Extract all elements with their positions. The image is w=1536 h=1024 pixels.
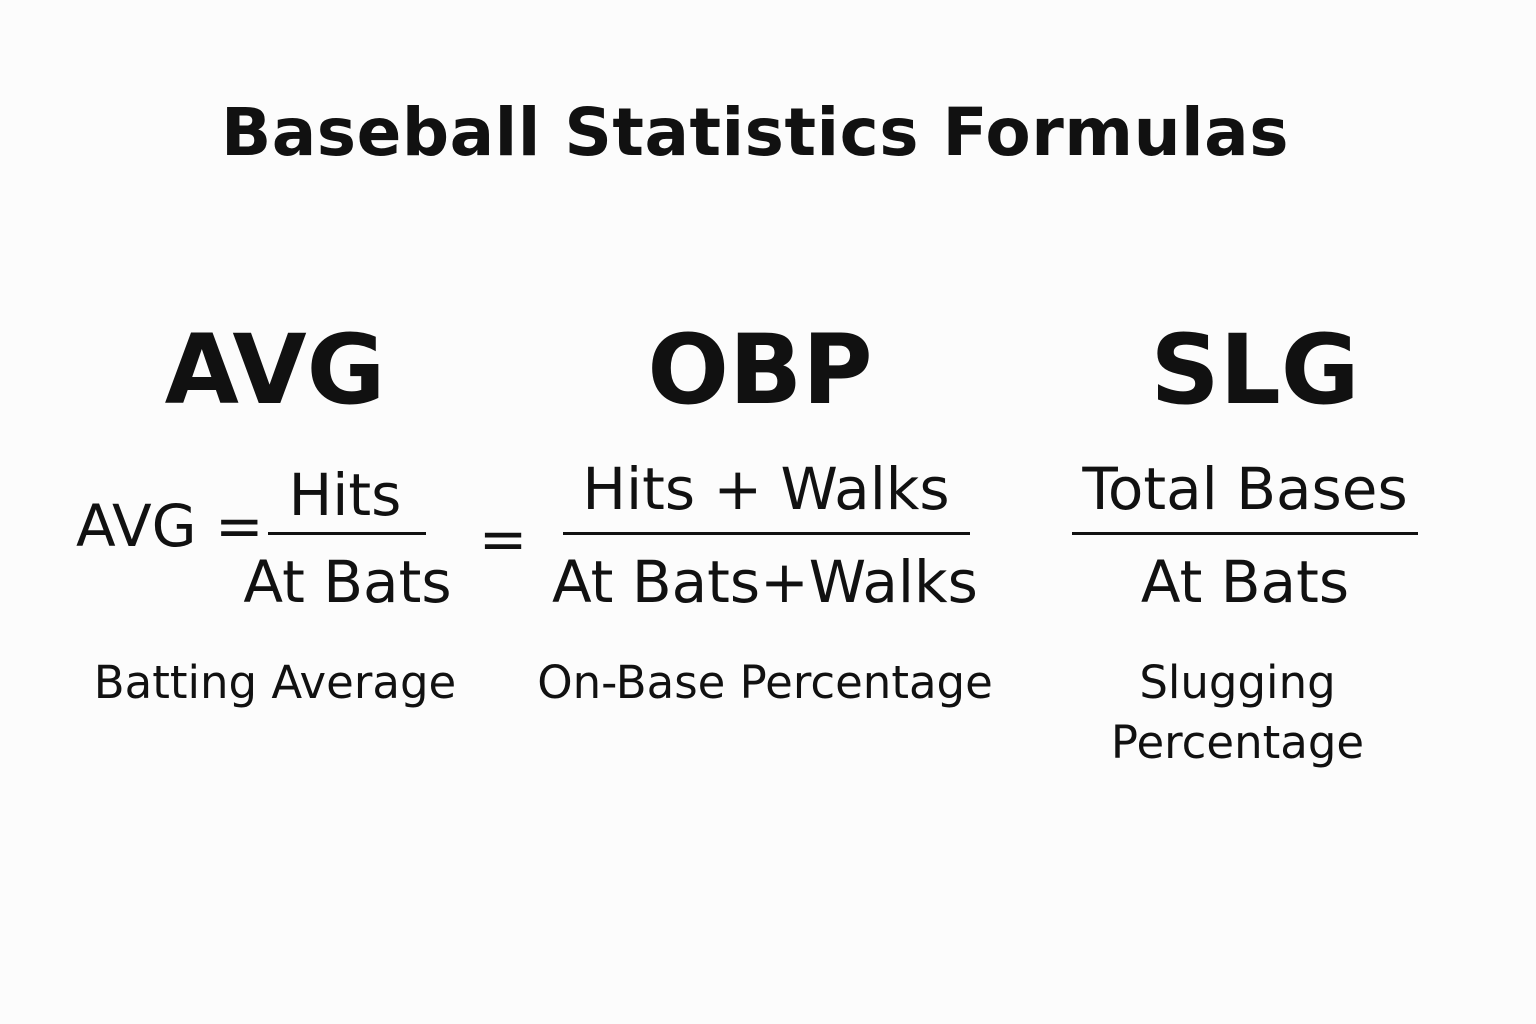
obp-fraction-bar	[563, 532, 970, 535]
avg-abbreviation: AVG	[164, 314, 386, 426]
page-title: Baseball Statistics Formulas	[220, 94, 1290, 171]
obp-denominator: At Bats+Walks	[552, 548, 978, 616]
avg-fraction-bar	[268, 532, 426, 535]
slg-numerator: Total Bases	[1082, 455, 1408, 523]
avg-label: Batting Average	[93, 656, 457, 709]
slg-fraction-bar	[1072, 532, 1418, 535]
avg-formula-lhs: AVG =	[76, 492, 264, 560]
obp-abbreviation: OBP	[647, 314, 873, 426]
obp-label: On-Base Percentage	[537, 656, 993, 709]
avg-numerator: Hits	[288, 461, 402, 529]
slg-denominator: At Bats	[1140, 548, 1350, 616]
slg-abbreviation: SLG	[1150, 314, 1360, 426]
obp-numerator: Hits + Walks	[582, 455, 950, 523]
slg-label-line2: Percentage	[1110, 716, 1365, 769]
slg-label-line1: Slugging	[1139, 656, 1336, 709]
obp-formula-equals: =	[478, 505, 528, 573]
avg-denominator: At Bats	[243, 548, 452, 616]
